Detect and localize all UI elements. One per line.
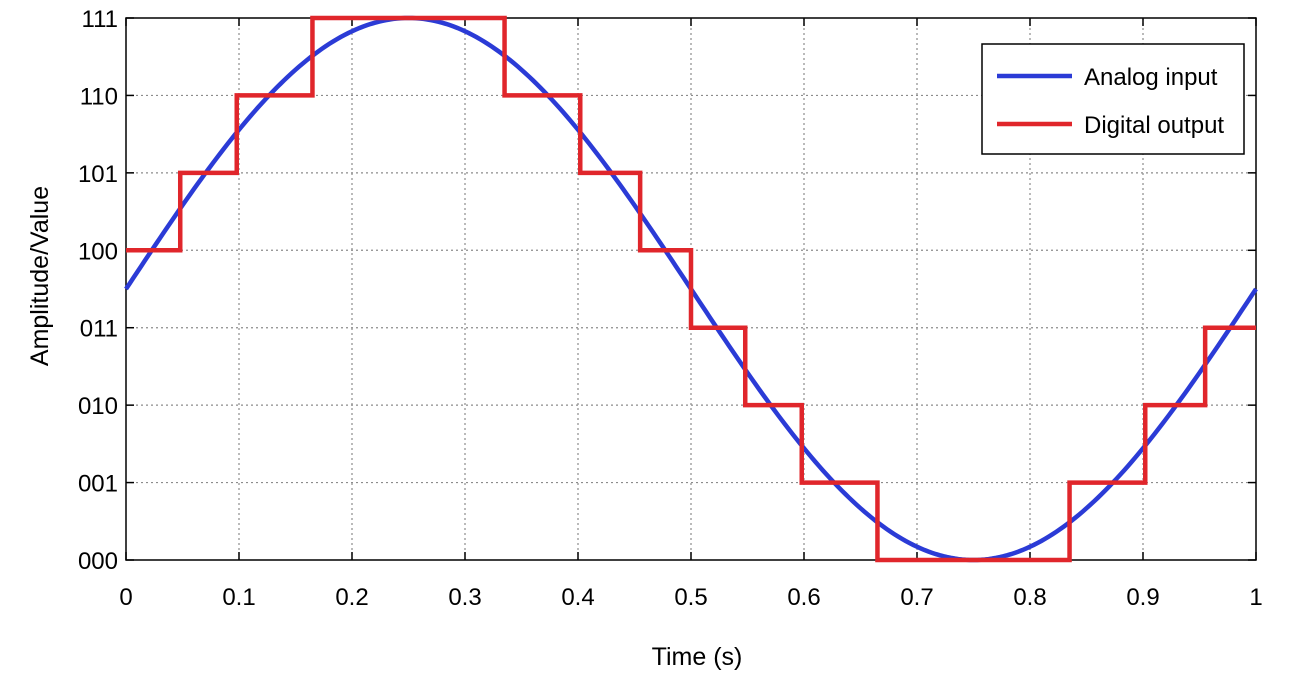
x-tick-label: 0.3: [448, 584, 481, 611]
y-tick-labels: 000 001 010 011 100 101 110 111: [78, 6, 118, 575]
x-tick-label: 0: [119, 584, 132, 611]
x-tick-label: 0.4: [561, 584, 594, 611]
x-tick-label: 0.5: [674, 584, 707, 611]
x-tick-label: 0.9: [1126, 584, 1159, 611]
y-tick-label: 000: [78, 548, 118, 575]
x-tick-label: 0.6: [787, 584, 820, 611]
y-tick-label: 011: [80, 316, 118, 343]
x-axis-title: Time (s): [652, 643, 743, 671]
x-tick-label: 0.2: [335, 584, 368, 611]
y-tick-label: 100: [78, 238, 118, 265]
series-layer: [124, 15, 1258, 563]
y-tick-label: 110: [80, 83, 118, 110]
y-tick-label: 111: [82, 6, 118, 33]
x-tick-label: 0.7: [900, 584, 933, 611]
legend-label-analog-input: Analog input: [1084, 64, 1218, 91]
legend-label-digital-output: Digital output: [1084, 112, 1224, 139]
y-axis-title: Amplitude/Value: [26, 186, 54, 366]
x-tick-labels: 0 0.1 0.2 0.3 0.4 0.5 0.6 0.7 0.8 0.9 1: [119, 584, 1262, 611]
x-tick-label: 1: [1249, 584, 1262, 611]
series-line-digital-output: [126, 15, 1256, 563]
y-tick-label: 010: [78, 393, 118, 420]
x-tick-label: 0.8: [1013, 584, 1046, 611]
y-tick-label: 101: [78, 161, 118, 188]
x-tick-label: 0.1: [222, 584, 255, 611]
legend: Analog input Digital output: [981, 43, 1245, 155]
legend-box: [981, 43, 1245, 155]
y-tick-label: 001: [78, 471, 118, 498]
